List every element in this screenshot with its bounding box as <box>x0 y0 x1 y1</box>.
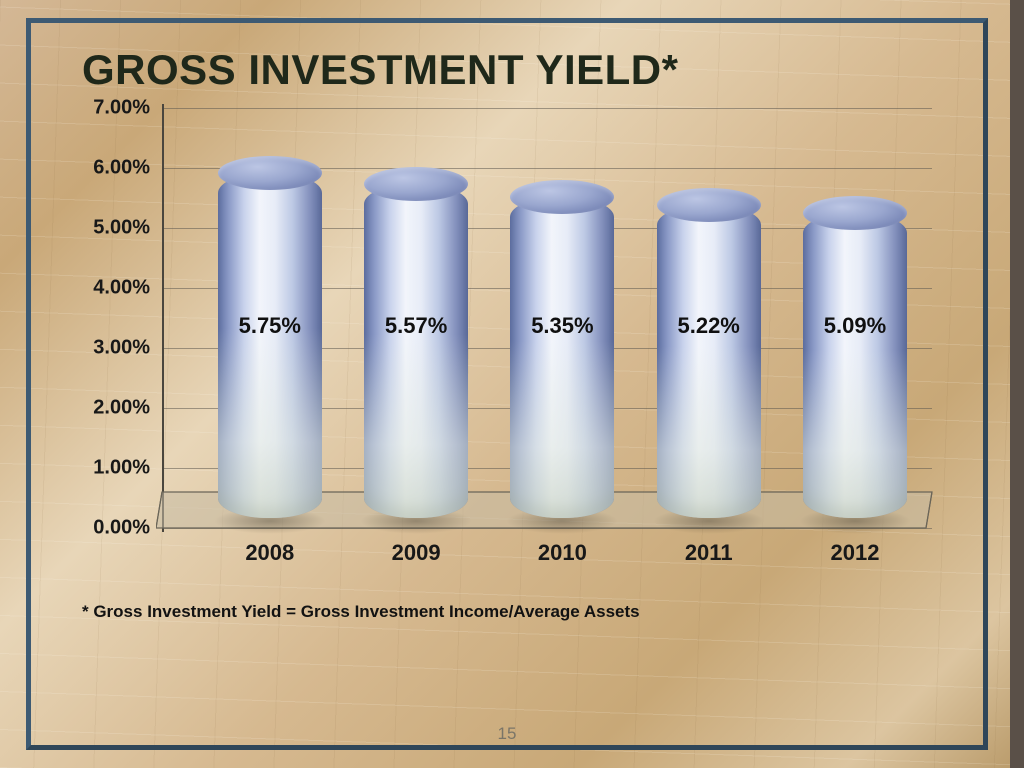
slide-frame: GROSS INVESTMENT YIELD* 0.00% 1.00% 2.00% 3… <box>0 0 1024 768</box>
y-tick-label: 0.00% <box>62 517 150 540</box>
slide-content: GROSS INVESTMENT YIELD* 0.00% 1.00% 2.00% 3… <box>26 18 988 750</box>
data-label: 5.57% <box>385 313 447 339</box>
cylinder-bar: 5.35% <box>510 197 614 518</box>
y-tick-label: 3.00% <box>62 337 150 360</box>
category-label: 2011 <box>685 540 733 566</box>
plot-area: 5.75%5.57%5.35%5.22%5.09% 20082009201020… <box>162 108 932 528</box>
y-tick-label: 4.00% <box>62 277 150 300</box>
footnote-text: * Gross Investment Yield = Gross Investm… <box>82 602 952 622</box>
category-label: 2012 <box>831 540 880 566</box>
y-tick-label: 6.00% <box>62 157 150 180</box>
slide-title: GROSS INVESTMENT YIELD* <box>82 46 952 94</box>
data-label: 5.75% <box>239 313 301 339</box>
cylinder-top <box>803 196 907 230</box>
cylinder-body <box>364 184 468 518</box>
cylinder-top <box>218 156 322 190</box>
y-axis: 0.00%1.00%2.00%3.00%4.00%5.00%6.00%7.00% <box>62 108 154 528</box>
y-tick-label: 2.00% <box>62 397 150 420</box>
y-tick-label: 7.00% <box>62 97 150 120</box>
data-label: 5.09% <box>824 313 886 339</box>
cylinder-top <box>657 188 761 222</box>
cylinder-body <box>803 213 907 518</box>
page-number: 15 <box>498 724 517 744</box>
data-label: 5.35% <box>531 313 593 339</box>
y-tick-label: 5.00% <box>62 217 150 240</box>
category-label: 2009 <box>392 540 441 566</box>
cylinder-bar: 5.57% <box>364 184 468 518</box>
cylinder-bar: 5.09% <box>803 213 907 518</box>
yield-chart: 0.00%1.00%2.00%3.00%4.00%5.00%6.00%7.00%… <box>62 108 942 578</box>
category-label: 2008 <box>245 540 294 566</box>
cylinder-bar: 5.22% <box>657 205 761 518</box>
category-label: 2010 <box>538 540 587 566</box>
data-label: 5.22% <box>677 313 739 339</box>
cylinder-bar: 5.75% <box>218 173 322 518</box>
cylinder-body <box>510 197 614 518</box>
right-edge-band <box>1010 0 1024 768</box>
cylinder-group: 5.75% 5.57% 5.35% 5.22% 5.09% <box>162 108 932 528</box>
cylinder-body <box>218 173 322 518</box>
cylinder-top <box>510 180 614 214</box>
cylinder-body <box>657 205 761 518</box>
y-tick-label: 1.00% <box>62 457 150 480</box>
cylinder-top <box>364 167 468 201</box>
